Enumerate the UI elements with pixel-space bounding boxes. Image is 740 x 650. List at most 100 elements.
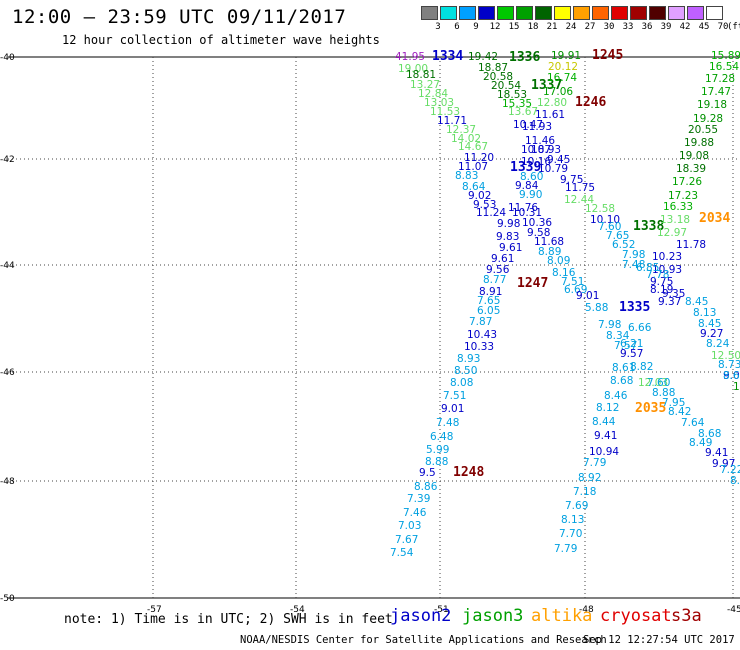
pass-label: 1338 [633,219,664,234]
wave-height-reading: 8.93 [457,353,480,365]
wave-height-reading: 8.64 [462,181,486,193]
legend-swatch [573,6,590,20]
satellite-cryosat: cryosat [600,606,672,626]
wave-height-reading: 6.66 [628,322,652,334]
wave-height-reading: 6.48 [430,431,453,443]
wave-height-reading: 9.41 [594,430,617,442]
legend-tick: 33 [622,22,634,32]
footer-note: note: 1) Time is in UTC; 2) SWH is in fe… [64,612,393,627]
lat-label: -44 [0,261,15,271]
wave-height-reading: 18.87 [478,62,508,74]
wave-height-reading: 11.20 [464,152,494,164]
wave-height-reading: 9.61 [499,242,522,254]
pass-label: 2034 [699,211,730,226]
wave-height-reading: 9.75 [650,276,673,288]
wave-height-reading: 9.45 [547,154,570,166]
wave-height-reading: 8.73 [718,359,740,371]
wave-height-reading: 19.00 [733,381,740,393]
wave-height-reading: 7.67 [395,534,418,546]
wave-height-reading: 11.76 [508,202,538,214]
lat-label: -50 [0,594,15,604]
pass-label: 1245 [592,48,623,63]
satellite-s3a: s3a [671,606,702,626]
wave-height-reading: 13.18 [660,214,690,226]
wave-height-reading: 9.61 [491,253,514,265]
wave-height-reading: 8.65 [723,370,740,382]
wave-height-reading: 6.52 [612,239,635,251]
legend-tick: 6 [454,22,460,32]
wave-height-reading: 8.91 [479,286,502,298]
legend-tick: 24 [565,22,577,32]
wave-height-reading: 19.08 [679,150,709,162]
legend-swatch [630,6,647,20]
wave-height-reading: 9.01 [441,403,464,415]
wave-height-reading: 10.31 [512,207,542,219]
wave-height-reading: 19.42 [468,51,498,63]
wave-height-reading: 8.60 [520,171,543,183]
wave-height-reading: 8.24 [706,338,730,350]
wave-height-reading: 11.24 [476,207,506,219]
legend-swatch [497,6,514,20]
wave-height-reading: 8.49 [689,437,712,449]
legend-tick: 12 [489,22,501,32]
legend-swatch [440,6,457,20]
wave-height-reading: 10.36 [522,217,552,229]
legend-swatch [421,6,438,20]
satellite-jason3: jason3 [462,606,524,626]
wave-height-reading: 9.5 [419,467,436,479]
wave-height-reading: 9.57 [620,348,643,360]
wave-height-reading: 7.64 [681,417,705,429]
lon-label: -48 [579,605,594,615]
pass-label: 1248 [453,465,484,480]
wave-height-reading: 7.60 [598,221,621,233]
pass-label: 1247 [517,276,548,291]
wave-height-reading: 8.08 [450,377,473,389]
wave-height-reading: 11.75 [565,182,595,194]
wave-height-reading: 8.42 [668,406,691,418]
pass-label: 2035 [635,401,666,416]
wave-height-reading: 8.12 [596,402,619,414]
wave-height-reading: 8.61 [612,362,635,374]
wave-height-reading: 9.02 [468,190,491,202]
wave-height-reading: 12.03 [638,377,668,389]
wave-height-reading: 6.05 [477,305,500,317]
wave-height-reading: 5.88 [585,302,608,314]
wave-height-reading: 7.48 [622,259,645,271]
wave-height-reading: 8.19 [650,284,673,296]
pass-label: 1337 [531,78,562,93]
legend-unit: (ft) [727,22,740,32]
page-title: 12:00 — 23:59 UTC 09/11/2017 [12,6,347,28]
wave-height-reading: 11.71 [437,115,467,127]
lat-label: -48 [0,477,15,487]
wave-height-reading: 11.07 [458,161,488,173]
wave-height-reading: 8.88 [425,456,448,468]
wave-height-reading: 8.13 [561,514,584,526]
wave-height-reading: 17.26 [672,176,702,188]
legend-tick: 30 [603,22,615,32]
wave-height-reading: 6.21 [620,338,643,350]
wave-height-reading: 7.78 [646,269,669,281]
wave-height-reading: 7.65 [477,295,500,307]
wave-height-reading: 7.48 [436,417,459,429]
wave-height-reading: 8.50 [454,365,477,377]
wave-height-reading: 7.65 [606,230,629,242]
page-subtitle: 12 hour collection of altimeter wave hei… [62,33,380,47]
lon-label: -54 [290,605,305,615]
wave-height-reading: 9.41 [705,447,728,459]
legend-swatch [478,6,495,20]
wave-height-reading: 7.98 [622,249,645,261]
lon-label: -57 [147,605,162,615]
wave-height-reading: 5.99 [426,444,449,456]
wave-height-reading: 10.43 [467,329,497,341]
legend-tick: 39 [660,22,672,32]
wave-height-reading: 12.44 [564,194,594,206]
legend-tick: 36 [641,22,653,32]
wave-height-reading: 7.79 [554,543,577,555]
wave-height-reading: 7.60 [647,377,670,389]
wave-height-reading: 16.74 [547,72,577,84]
wave-height-reading: 9.97 [712,458,735,470]
wave-height-reading: 15.35 [502,98,532,110]
wave-height-reading: 18.39 [676,163,706,175]
